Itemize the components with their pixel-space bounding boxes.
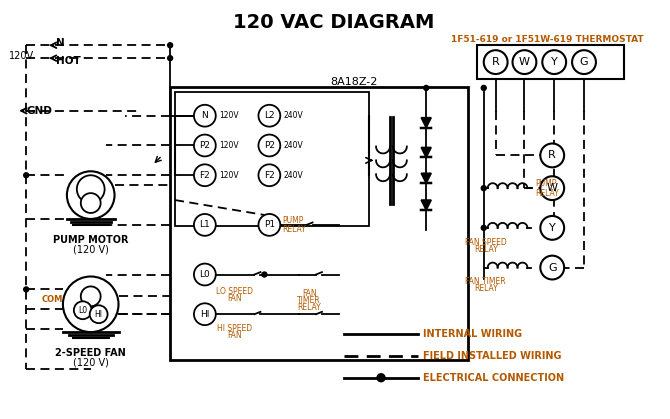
Circle shape [259, 164, 280, 186]
Circle shape [259, 214, 280, 236]
Polygon shape [421, 147, 431, 158]
Text: 120V: 120V [218, 111, 239, 120]
Text: L0: L0 [78, 306, 87, 315]
Circle shape [81, 193, 100, 213]
Text: P2: P2 [200, 141, 210, 150]
Circle shape [572, 50, 596, 74]
Text: RELAY: RELAY [474, 285, 498, 293]
Text: COM: COM [42, 295, 63, 304]
Text: RELAY: RELAY [535, 189, 559, 198]
Bar [170, 87, 468, 360]
Circle shape [481, 85, 486, 91]
Text: PUMP: PUMP [282, 216, 304, 225]
Polygon shape [421, 200, 431, 210]
Circle shape [540, 176, 564, 200]
Text: F2: F2 [264, 171, 275, 180]
Text: Y: Y [551, 57, 557, 67]
Text: F2: F2 [200, 171, 210, 180]
Circle shape [540, 256, 564, 279]
Text: HI SPEED: HI SPEED [217, 324, 252, 333]
Text: HI: HI [200, 310, 210, 319]
Circle shape [262, 272, 267, 277]
Text: L1: L1 [200, 220, 210, 229]
Text: HOT: HOT [56, 56, 80, 66]
Circle shape [481, 186, 486, 191]
Circle shape [168, 56, 173, 61]
Text: INTERNAL WIRING: INTERNAL WIRING [423, 329, 523, 339]
Circle shape [259, 105, 280, 127]
Text: 240V: 240V [283, 171, 303, 180]
Text: FIELD INSTALLED WIRING: FIELD INSTALLED WIRING [423, 351, 561, 361]
Circle shape [168, 43, 173, 48]
Text: 2-SPEED FAN: 2-SPEED FAN [56, 348, 126, 358]
Circle shape [194, 264, 216, 285]
Circle shape [194, 164, 216, 186]
Text: FAN: FAN [302, 290, 316, 298]
Circle shape [481, 225, 486, 230]
Text: 240V: 240V [283, 111, 303, 120]
Text: RELAY: RELAY [297, 303, 321, 312]
Circle shape [77, 175, 105, 203]
Circle shape [542, 50, 566, 74]
Circle shape [67, 171, 115, 219]
Text: 120V: 120V [218, 171, 239, 180]
Text: 1F51-619 or 1F51W-619 THERMOSTAT: 1F51-619 or 1F51W-619 THERMOSTAT [451, 35, 644, 44]
Circle shape [259, 134, 280, 156]
Text: G: G [548, 263, 557, 273]
Circle shape [23, 173, 29, 178]
Text: FAN TIMER: FAN TIMER [466, 277, 506, 287]
Circle shape [63, 277, 119, 332]
Text: LO SPEED: LO SPEED [216, 287, 253, 296]
Text: N: N [56, 38, 65, 48]
Circle shape [194, 303, 216, 325]
Text: RELAY: RELAY [474, 245, 498, 254]
Text: (120 V): (120 V) [73, 358, 109, 368]
Circle shape [540, 143, 564, 167]
Text: R: R [492, 57, 500, 67]
Circle shape [377, 374, 385, 382]
Text: 120 VAC DIAGRAM: 120 VAC DIAGRAM [233, 13, 435, 33]
Circle shape [484, 50, 508, 74]
Text: PUMP MOTOR: PUMP MOTOR [53, 235, 129, 245]
Text: P2: P2 [264, 141, 275, 150]
Text: Y: Y [549, 223, 555, 233]
Bar [477, 45, 624, 79]
Circle shape [81, 287, 100, 306]
Polygon shape [421, 173, 431, 183]
Text: TIMER: TIMER [297, 296, 321, 305]
Circle shape [423, 85, 429, 91]
Circle shape [194, 134, 216, 156]
Bar [175, 92, 368, 226]
Text: 120V: 120V [218, 141, 239, 150]
Circle shape [194, 214, 216, 236]
Text: FAN: FAN [227, 295, 242, 303]
Text: HI: HI [94, 310, 103, 319]
Text: (120 V): (120 V) [73, 245, 109, 255]
Text: 240V: 240V [283, 141, 303, 150]
Circle shape [540, 216, 564, 240]
Text: FAN: FAN [227, 331, 242, 340]
Text: ELECTRICAL CONNECTION: ELECTRICAL CONNECTION [423, 373, 564, 383]
Text: G: G [580, 57, 588, 67]
Circle shape [74, 301, 92, 319]
Text: 120V: 120V [9, 51, 34, 61]
Circle shape [90, 305, 108, 323]
Polygon shape [421, 118, 431, 128]
Circle shape [23, 287, 29, 292]
Text: N: N [202, 111, 208, 120]
Text: L2: L2 [264, 111, 275, 120]
Text: 8A18Z-2: 8A18Z-2 [330, 77, 377, 87]
Text: W: W [547, 183, 557, 193]
Circle shape [194, 105, 216, 127]
Text: PUMP: PUMP [535, 178, 557, 188]
Text: P1: P1 [264, 220, 275, 229]
Text: L0: L0 [200, 270, 210, 279]
Text: GND: GND [26, 106, 52, 116]
Text: FAN SPEED: FAN SPEED [465, 238, 507, 247]
Text: W: W [519, 57, 530, 67]
Text: RELAY: RELAY [282, 225, 306, 234]
Circle shape [513, 50, 537, 74]
Text: R: R [548, 150, 556, 160]
